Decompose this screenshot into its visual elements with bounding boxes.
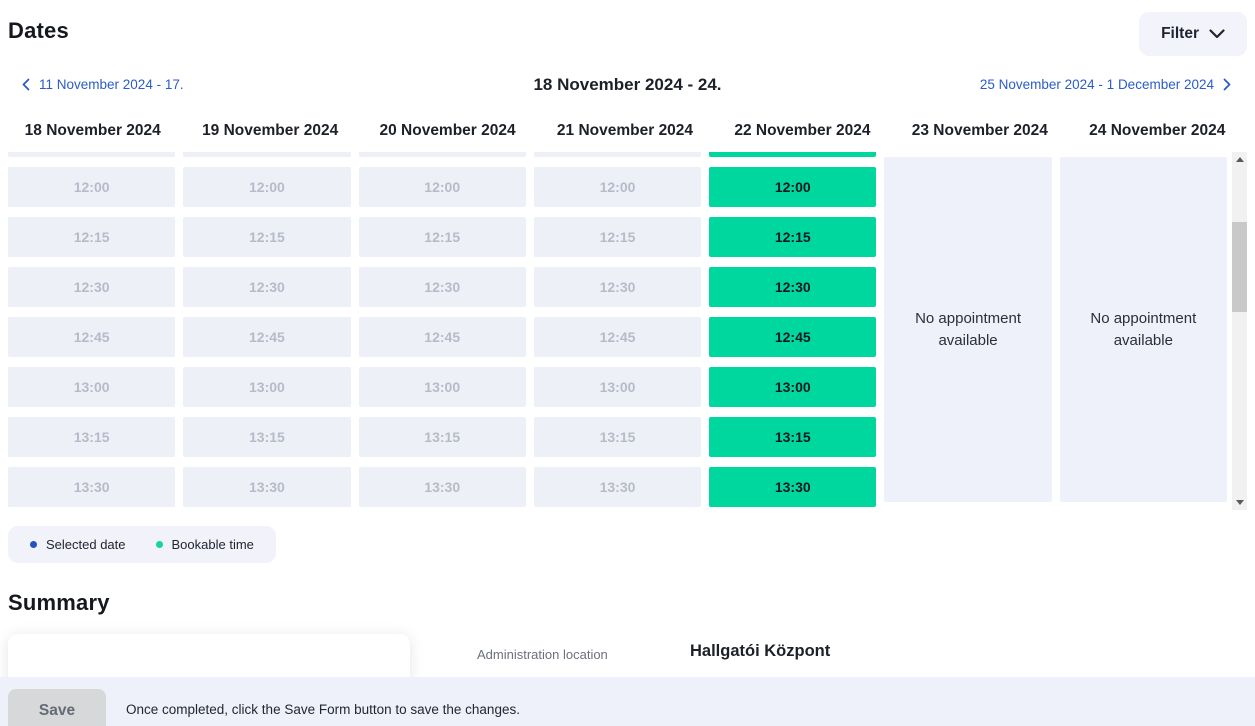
time-slot: 13:15: [533, 417, 702, 457]
partial-time-slot: [533, 152, 702, 157]
page-title: Dates: [8, 18, 69, 43]
time-slot: 13:00: [358, 367, 526, 407]
calendar-main: 18 November 2024 19 November 2024 20 Novem…: [8, 122, 1247, 510]
legend-item: Bookable time: [155, 537, 254, 552]
time-slot[interactable]: 12:00: [709, 167, 877, 207]
day-column: No appointment available: [1059, 152, 1227, 510]
next-week-label: 25 November 2024 - 1 December 2024: [979, 77, 1214, 92]
time-slot[interactable]: 13:30: [709, 467, 877, 507]
legend-dot-icon: [155, 541, 163, 548]
day-header: 21 November 2024: [556, 122, 694, 139]
day-column: 12:00 12:15 12:30 12:45 13:00 13:15 13:30: [533, 152, 702, 510]
day-header: 22 November 2024: [734, 122, 871, 139]
day-header: 24 November 2024: [1089, 122, 1226, 139]
time-slot: 13:15: [183, 417, 351, 457]
summary-field: Administration location Hallgatói Közpon…: [410, 634, 830, 662]
time-slot: 13:30: [8, 467, 176, 507]
week-navigation: 11 November 2024 - 17. 18 November 2024 …: [8, 75, 1247, 97]
day-header: 20 November 2024: [379, 122, 516, 139]
day-header: 19 November 2024: [202, 122, 339, 139]
time-slot[interactable]: 12:15: [709, 217, 877, 257]
time-slot: 12:30: [358, 267, 526, 307]
time-slot: 12:45: [358, 317, 526, 357]
day-column: No appointment available: [884, 152, 1052, 510]
summary-field-value: Hallgatói Központ: [690, 642, 831, 660]
day-column: 12:00 12:15 12:30 12:45 13:00 13:15 13:30: [358, 152, 526, 510]
partial-time-slot: [709, 152, 877, 157]
chevron-right-icon: [1223, 78, 1231, 91]
day-header: 18 November 2024: [24, 122, 161, 139]
time-slot: 12:30: [8, 267, 176, 307]
day-header: 23 November 2024: [911, 122, 1048, 139]
scrollbar-thumb[interactable]: [1232, 222, 1247, 312]
top-bar: Dates Filter: [8, 0, 1247, 56]
time-slot: 12:15: [358, 217, 526, 257]
footer-bar: Save Once completed, click the Save Form…: [0, 677, 1255, 726]
day-headers-row: 18 November 2024 19 November 2024 20 Novem…: [8, 122, 1247, 152]
legend-label: Selected date: [46, 537, 126, 552]
legend-label: Bookable time: [171, 537, 254, 552]
time-slot: 12:45: [533, 317, 702, 357]
scrollbar-up-arrow-icon[interactable]: [1232, 152, 1247, 167]
time-slot: 13:30: [358, 467, 526, 507]
time-slot: 12:30: [533, 267, 702, 307]
time-slot: 12:45: [8, 317, 176, 357]
time-slot: 12:15: [8, 217, 176, 257]
footer-note: Once completed, click the Save Form butt…: [126, 702, 520, 717]
filter-button-label: Filter: [1161, 25, 1199, 42]
save-button[interactable]: Save: [8, 689, 106, 726]
time-grid-viewport: 12:00 12:15 12:30 12:45 13:00 13:15 13:30 12:00…: [8, 152, 1227, 510]
scrollbar-down-arrow-icon[interactable]: [1232, 495, 1247, 510]
legend-dot-icon: [30, 541, 37, 548]
vertical-scrollbar[interactable]: [1232, 152, 1247, 510]
time-slot[interactable]: 13:00: [709, 367, 877, 407]
time-slot: 13:00: [183, 367, 351, 407]
time-slot: 12:30: [183, 267, 351, 307]
time-slot: 12:00: [8, 167, 176, 207]
time-slot: 12:15: [533, 217, 702, 257]
chevron-left-icon: [22, 78, 30, 91]
time-slot: 12:00: [533, 167, 702, 207]
time-slot: 12:45: [183, 317, 351, 357]
time-slot: 13:30: [533, 467, 702, 507]
partial-time-slot: [8, 152, 176, 157]
no-appointment-panel: No appointment available: [884, 157, 1052, 502]
partial-time-slot: [358, 152, 526, 157]
current-week-title: 18 November 2024 - 24.: [533, 75, 722, 94]
time-slot[interactable]: 12:30: [709, 267, 877, 307]
day-column: 12:00 12:15 12:30 12:45 13:00 13:15 13:30: [709, 152, 877, 510]
time-slot[interactable]: 13:15: [709, 417, 877, 457]
day-column: 12:00 12:15 12:30 12:45 13:00 13:15 13:30: [183, 152, 351, 510]
next-week-link[interactable]: 25 November 2024 - 1 December 2024: [980, 77, 1231, 92]
time-slot: 12:00: [183, 167, 351, 207]
time-slot: 12:15: [183, 217, 351, 257]
previous-week-label: 11 November 2024 - 17.: [39, 77, 184, 92]
previous-week-link[interactable]: 11 November 2024 - 17.: [22, 77, 184, 92]
chevron-down-icon: [1209, 29, 1225, 39]
calendar: 18 November 2024 19 November 2024 20 Novem…: [8, 122, 1247, 510]
day-column: 12:00 12:15 12:30 12:45 13:00 13:15 13:30: [8, 152, 176, 510]
filter-button[interactable]: Filter: [1139, 12, 1247, 56]
summary-field-label: Administration location: [477, 647, 608, 662]
time-slot: 13:00: [533, 367, 702, 407]
partial-time-slot: [183, 152, 351, 157]
time-slot: 13:15: [358, 417, 526, 457]
time-slot: 13:15: [8, 417, 176, 457]
time-grid-wrap: 12:00 12:15 12:30 12:45 13:00 13:15 13:30 12:00…: [8, 152, 1247, 510]
time-slot: 13:00: [8, 367, 176, 407]
no-appointment-panel: No appointment available: [1059, 157, 1227, 502]
summary-title: Summary: [8, 590, 110, 615]
time-slot: 12:00: [358, 167, 526, 207]
time-slot: 13:30: [183, 467, 351, 507]
legend-item: Selected date: [30, 537, 126, 552]
legend: Selected date Bookable time: [8, 526, 276, 563]
time-slot[interactable]: 12:45: [709, 317, 877, 357]
